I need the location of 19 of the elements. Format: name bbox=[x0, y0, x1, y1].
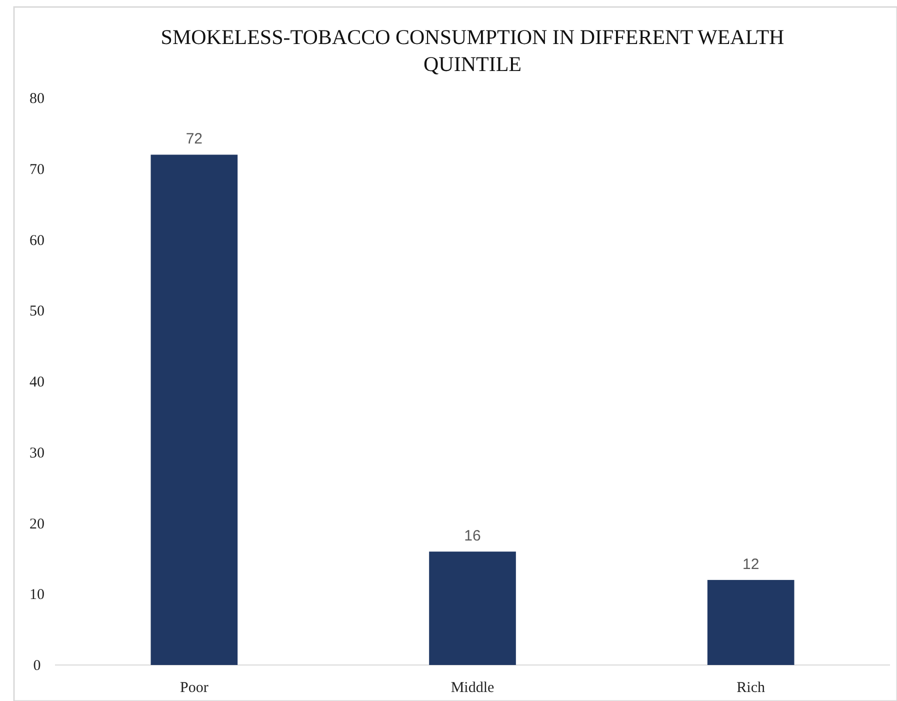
y-tick-label: 30 bbox=[30, 445, 44, 462]
x-tick-label: Rich bbox=[736, 680, 766, 696]
y-tick-label: 20 bbox=[30, 516, 44, 532]
bar bbox=[150, 154, 238, 665]
y-tick-label: 70 bbox=[30, 162, 44, 178]
data-label: 12 bbox=[742, 556, 760, 573]
chart-title: SMOKELESS-TOBACCO CONSUMPTION IN DIFFERENT WEALTH QUINTILE bbox=[160, 25, 784, 76]
y-tick-label: 80 bbox=[30, 91, 44, 107]
y-tick-label: 40 bbox=[30, 374, 44, 390]
x-tick-label: Poor bbox=[180, 680, 208, 696]
data-label: 72 bbox=[186, 130, 203, 148]
y-tick-label: 50 bbox=[30, 304, 44, 320]
y-tick-label: 60 bbox=[30, 232, 44, 249]
bar bbox=[707, 580, 794, 665]
y-tick-label: 10 bbox=[30, 587, 44, 604]
y-tick-label: 0 bbox=[33, 658, 41, 674]
data-label: 16 bbox=[464, 528, 481, 545]
x-tick-label: Middle bbox=[450, 680, 494, 696]
bar bbox=[429, 552, 516, 665]
